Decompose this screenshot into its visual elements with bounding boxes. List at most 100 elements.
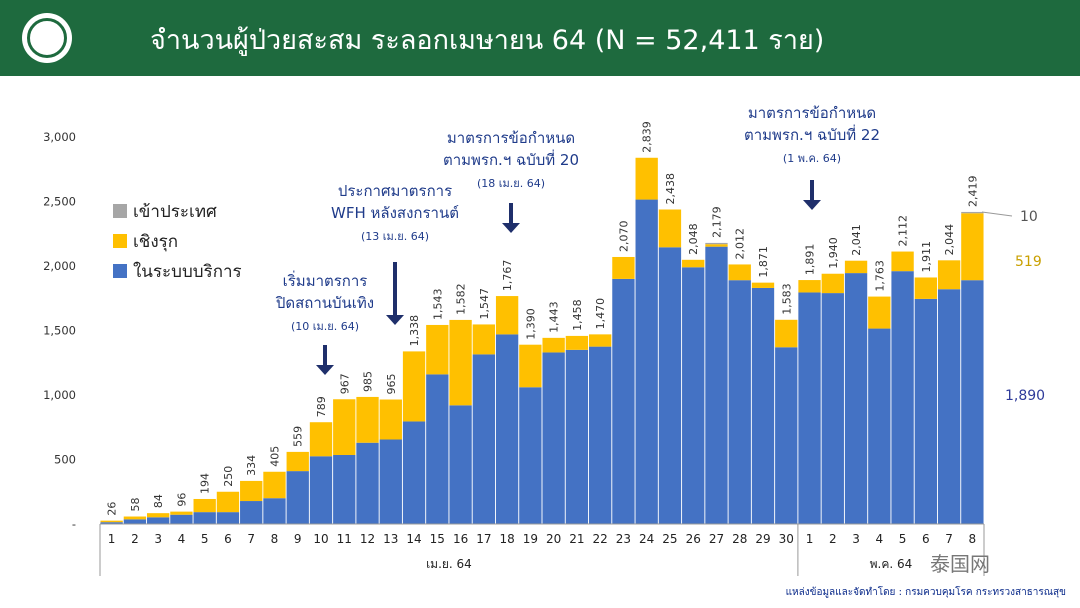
x-tick-label: 7 [247,532,255,546]
bar-segment [495,296,519,335]
bar-segment [798,280,821,293]
bar-total-label: 2,179 [710,206,723,238]
bar-segment [565,349,589,524]
bar-segment [495,334,519,524]
bar-total-label: 1,583 [780,283,793,315]
y-tick-label: 1,000 [43,388,76,402]
bar-segment [286,451,309,472]
bar-segment [519,344,542,388]
x-tick-label: 30 [779,532,794,546]
x-tick-label: 24 [639,532,654,546]
bar-total-label: 58 [129,498,142,512]
bar-segment [123,516,147,520]
x-tick-label: 6 [224,532,232,546]
x-tick-label: 29 [755,532,770,546]
legend-label: เข้าประเทศ [133,202,217,222]
annotation-date: (10 เม.ย. 64) [291,320,359,333]
bar-segment [798,292,821,524]
legend-label: ในระบบบริการ [133,261,242,282]
bar-total-label: 2,041 [850,224,863,256]
bar-total-label: 334 [245,455,258,476]
bar-total-label: 985 [362,371,375,392]
x-tick-label: 10 [313,532,328,546]
bar-segment [286,471,309,524]
x-tick-label: 16 [453,532,468,546]
x-tick-label: 2 [829,532,837,546]
bar-total-label: 84 [152,494,165,508]
bar-segment [542,352,565,524]
bar-segment [146,513,170,518]
bar-segment [542,337,565,353]
legend-swatch [113,204,127,218]
bar-segment [914,277,938,299]
annotation-line2: ปิดสถานบันเทิง [275,294,374,312]
bar-total-label: 2,839 [641,121,654,153]
bar-segment [891,251,914,272]
bar-segment [728,264,751,281]
bar-segment [333,454,356,524]
bar-segment [728,280,751,524]
bar-segment [658,247,682,525]
bar-segment [216,491,240,513]
bar-total-label: 194 [199,473,212,494]
month-label: เม.ย. 64 [426,557,472,571]
annotation-arrow-head [386,315,404,325]
x-tick-label: 21 [569,532,584,546]
x-tick-label: 22 [593,532,608,546]
ministry-logo-icon [22,13,72,63]
x-tick-label: 5 [899,532,907,546]
source-footer: แหล่งข้อมูลและจัดทำโดย : กรมควบคุมโรค กร… [785,587,1066,598]
legend-swatch [113,234,127,248]
bar-total-label: 2,070 [617,220,630,252]
bar-segment [170,514,193,524]
bar-segment [240,501,263,524]
bar-segment [588,346,612,524]
y-tick-label: 500 [54,453,76,467]
x-tick-label: 28 [732,532,747,546]
bar-total-label: 2,048 [687,223,700,255]
bar-segment [844,273,868,524]
bar-segment [775,319,798,348]
annotation-line1: ประกาศมาตรการ [338,182,452,200]
bar-total-label: 405 [268,446,281,467]
bar-segment [426,324,449,375]
bar-segment [635,199,658,524]
bar-total-label: 2,012 [734,228,747,260]
annotation-line2: WFH หลังสงกรานต์ [331,204,459,222]
bar-segment [961,211,984,214]
x-tick-label: 8 [271,532,279,546]
bar-segment [123,519,147,524]
x-tick-label: 8 [969,532,977,546]
x-tick-label: 23 [616,532,631,546]
annotation-line2: ตามพรก.ฯ ฉบับที่ 20 [443,149,579,169]
bar-segment [449,319,472,406]
y-tick-label: 3,000 [43,130,76,144]
y-tick-label: 2,500 [43,195,76,209]
x-tick-label: 27 [709,532,724,546]
bar-segment [402,421,426,524]
annotation-arrow-head [502,223,520,233]
bar-total-label: 1,390 [524,308,537,340]
bar-total-label: 1,763 [873,260,886,292]
bar-segment [751,287,775,524]
bar-total-label: 967 [338,373,351,394]
x-tick-label: 12 [360,532,375,546]
x-tick-label: 11 [337,532,352,546]
bar-segment [426,374,449,524]
x-tick-label: 5 [201,532,209,546]
x-tick-label: 7 [945,532,953,546]
x-tick-label: 3 [154,532,162,546]
bar-segment [100,520,123,523]
x-tick-label: 17 [476,532,491,546]
bar-segment [914,298,938,524]
bar-segment [682,259,705,268]
bar-segment [333,399,356,455]
annotation-arrow-head [316,365,334,375]
annotation-line1: มาตรการข้อกำหนด [748,104,876,122]
callout-line [981,211,1013,217]
bar-total-label: 1,547 [478,288,491,320]
x-tick-label: 1 [806,532,814,546]
bar-total-label: 559 [292,426,305,447]
bar-total-label: 1,891 [804,244,817,276]
